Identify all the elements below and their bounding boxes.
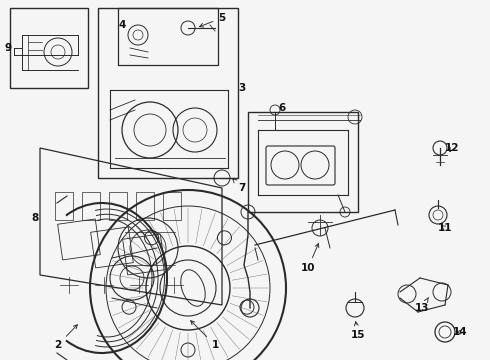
Bar bbox=[10, 8, 88, 88]
Bar bbox=[58, 219, 100, 260]
Text: 5: 5 bbox=[199, 13, 225, 27]
Text: 8: 8 bbox=[31, 213, 39, 223]
Text: 4: 4 bbox=[118, 20, 126, 30]
Bar bbox=[163, 192, 181, 220]
Text: 13: 13 bbox=[415, 298, 429, 313]
Bar bbox=[55, 192, 73, 220]
Text: 6: 6 bbox=[278, 103, 286, 113]
Text: 15: 15 bbox=[351, 322, 365, 340]
Bar bbox=[82, 192, 100, 220]
Text: 10: 10 bbox=[301, 243, 319, 273]
Text: 7: 7 bbox=[233, 179, 245, 193]
Text: 2: 2 bbox=[54, 325, 77, 350]
Bar bbox=[91, 227, 133, 268]
Bar bbox=[98, 8, 238, 178]
Bar bbox=[109, 192, 127, 220]
Bar bbox=[118, 8, 218, 65]
Text: 14: 14 bbox=[453, 327, 467, 337]
Text: 9: 9 bbox=[4, 43, 12, 53]
Bar bbox=[248, 112, 358, 212]
Text: 3: 3 bbox=[238, 83, 245, 93]
Bar bbox=[122, 234, 165, 275]
Text: 1: 1 bbox=[191, 321, 219, 350]
Text: 11: 11 bbox=[438, 223, 452, 233]
Text: 12: 12 bbox=[445, 143, 459, 153]
Bar bbox=[136, 192, 154, 220]
